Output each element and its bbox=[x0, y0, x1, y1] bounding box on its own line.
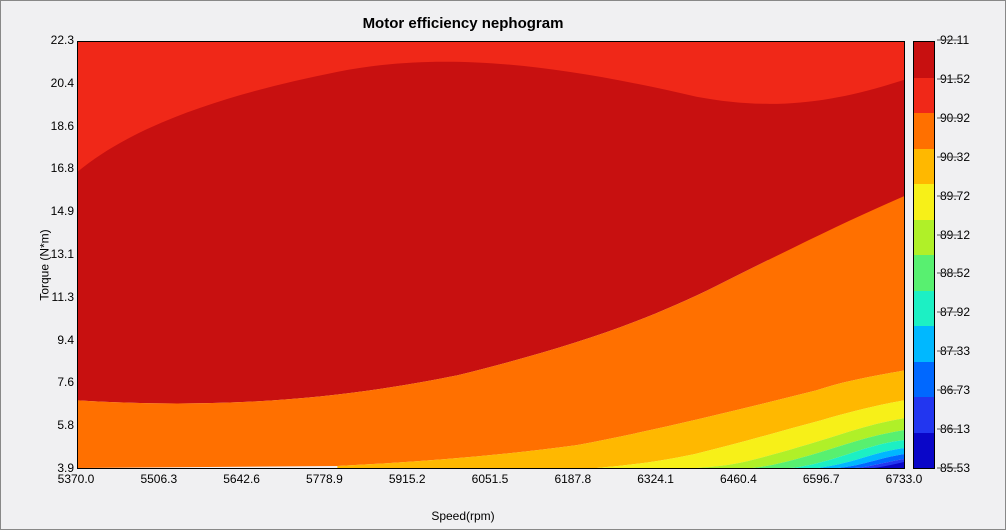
x-axis-label: Speed(rpm) bbox=[1, 509, 925, 523]
colorbar-tick bbox=[937, 195, 959, 196]
colorbar-segment bbox=[914, 42, 934, 78]
x-tick-label: 5778.9 bbox=[306, 472, 343, 486]
contour-svg bbox=[78, 42, 904, 468]
colorbar-segment bbox=[914, 255, 934, 291]
colorbar bbox=[913, 41, 935, 469]
x-tick-label: 6460.4 bbox=[720, 472, 757, 486]
colorbar-tick bbox=[937, 429, 959, 430]
chart-title: Motor efficiency nephogram bbox=[1, 15, 925, 32]
y-tick-label: 18.6 bbox=[34, 119, 74, 133]
chart-container: Motor efficiency nephogram Torque (N*m) … bbox=[0, 0, 1006, 530]
x-tick-label: 5915.2 bbox=[389, 472, 426, 486]
x-tick-label: 5642.6 bbox=[223, 472, 260, 486]
colorbar-segment bbox=[914, 362, 934, 398]
colorbar-tick bbox=[937, 78, 959, 79]
y-tick-label: 22.3 bbox=[34, 33, 74, 47]
colorbar-tick bbox=[937, 468, 959, 469]
plot-area bbox=[77, 41, 905, 469]
colorbar-tick bbox=[937, 273, 959, 274]
colorbar-tick bbox=[937, 390, 959, 391]
x-tick-label: 6596.7 bbox=[803, 472, 840, 486]
y-tick-label: 5.8 bbox=[34, 418, 74, 432]
y-tick-label: 7.6 bbox=[34, 375, 74, 389]
colorbar-segment bbox=[914, 184, 934, 220]
x-tick-label: 5506.3 bbox=[140, 472, 177, 486]
colorbar-tick bbox=[937, 234, 959, 235]
x-tick-label: 5370.0 bbox=[58, 472, 95, 486]
colorbar-tick bbox=[937, 40, 959, 41]
colorbar-segment bbox=[914, 113, 934, 149]
y-tick-label: 11.3 bbox=[34, 290, 74, 304]
colorbar-tick bbox=[937, 351, 959, 352]
colorbar-tick bbox=[937, 117, 959, 118]
colorbar-segment bbox=[914, 78, 934, 114]
colorbar-segment bbox=[914, 397, 934, 433]
x-tick-label: 6324.1 bbox=[637, 472, 674, 486]
colorbar-tick bbox=[937, 156, 959, 157]
x-tick-label: 6187.8 bbox=[554, 472, 591, 486]
y-tick-label: 9.4 bbox=[34, 333, 74, 347]
colorbar-segment bbox=[914, 326, 934, 362]
y-tick-label: 14.9 bbox=[34, 204, 74, 218]
colorbar-segment bbox=[914, 149, 934, 185]
x-tick-label: 6051.5 bbox=[472, 472, 509, 486]
colorbar-segment bbox=[914, 220, 934, 256]
colorbar-tick bbox=[937, 312, 959, 313]
x-tick-label: 6733.0 bbox=[886, 472, 923, 486]
y-tick-label: 20.4 bbox=[34, 76, 74, 90]
colorbar-segment bbox=[914, 291, 934, 327]
colorbar-segment bbox=[914, 433, 934, 469]
y-tick-label: 16.8 bbox=[34, 161, 74, 175]
y-tick-label: 13.1 bbox=[34, 247, 74, 261]
